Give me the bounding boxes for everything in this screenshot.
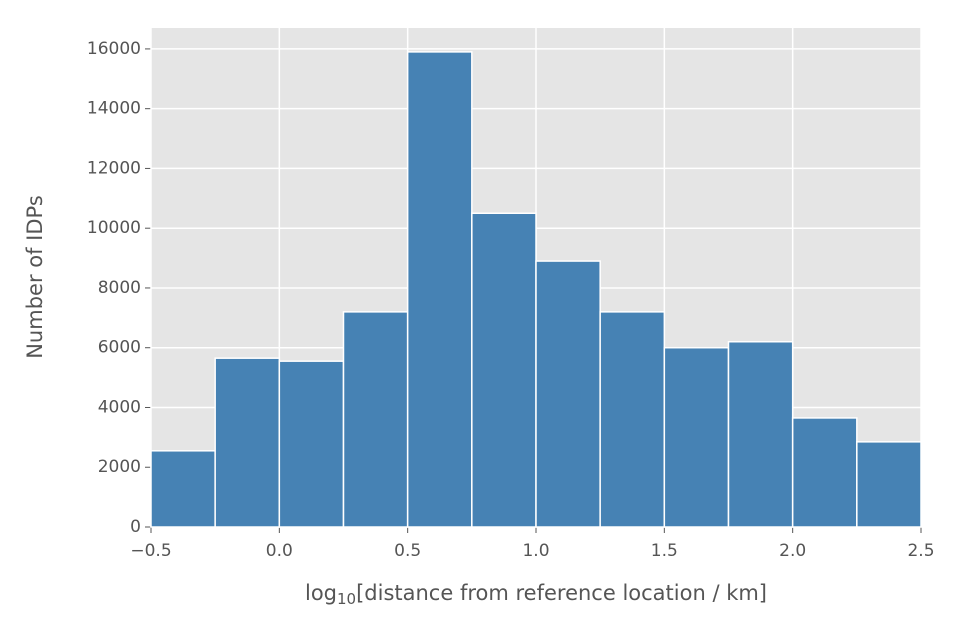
bar [214,357,281,528]
x-tick-label: 1.0 [522,541,549,561]
x-label-subscript: 10 [337,590,356,608]
bar [856,441,922,528]
x-label-base: log [305,581,337,605]
y-tick-label: 12000 [87,158,141,178]
bar [278,360,345,528]
bar [342,311,409,528]
x-tick-label: −0.5 [130,541,171,561]
y-tick-label: 14000 [87,99,141,119]
bar [599,311,666,528]
x-tick-label: 0.0 [266,541,293,561]
y-tick-label: 4000 [98,397,141,417]
x-axis-label: log10[distance from reference location /… [305,581,767,608]
bar [791,417,858,528]
y-axis-label: Number of IDPs [23,195,47,359]
y-tick-label: 16000 [87,39,141,59]
x-tick-label: 2.0 [779,541,806,561]
x-tick-label: 0.5 [394,541,421,561]
bar [727,340,794,528]
x-label-text: [distance from reference location / km] [356,581,767,605]
bar [663,346,730,528]
x-tick-label: 1.5 [651,541,678,561]
y-tick-label: 0 [130,517,141,537]
y-tick-label: 6000 [98,338,141,358]
bar [150,450,216,528]
bar [535,260,601,528]
y-tick-label: 2000 [98,457,141,477]
x-tick-label: 2.5 [907,541,934,561]
y-tick-label: 8000 [98,278,141,298]
y-tick-label: 10000 [87,218,141,238]
bar [406,51,473,528]
bar [471,212,537,528]
